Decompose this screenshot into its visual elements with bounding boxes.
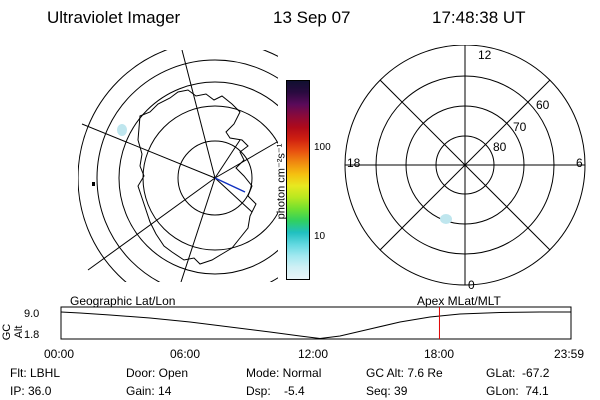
lat-label-70: 70 — [513, 120, 527, 134]
xtick-00: 00:00 — [44, 347, 75, 361]
status-glon: GLon: 74.1 — [486, 384, 549, 398]
observation-date: 13 Sep 07 — [273, 8, 351, 27]
mlt-label-18: 18 — [347, 156, 361, 170]
status-door: Door: Open — [126, 366, 189, 380]
timeline-ytick-high: 9.0 — [24, 308, 40, 320]
mlt-label-6: 6 — [576, 156, 583, 170]
status-gc-alt: GC Alt: 7.6 Re — [366, 366, 443, 380]
mlt-diagonal-2 — [379, 79, 551, 251]
lat-label-60: 60 — [536, 98, 550, 112]
status-ip: IP: 36.0 — [10, 384, 52, 398]
colorbar-tick-100: 100 — [314, 142, 331, 153]
intensity-colorbar — [286, 80, 310, 280]
instrument-title: Ultraviolet Imager — [47, 8, 181, 27]
xtick-2359: 23:59 — [554, 347, 585, 361]
status-seq: Seq: 39 — [366, 384, 408, 398]
timeline-frame — [60, 306, 572, 340]
antarctica-coastline — [137, 89, 257, 265]
latitude-circles — [78, 50, 278, 282]
altitude-timeline — [60, 306, 572, 340]
status-mode: Mode: Normal — [246, 366, 322, 380]
geographic-map-panel — [78, 50, 278, 282]
xtick-18: 18:00 — [424, 347, 455, 361]
colorbar-unit-label: photon cm⁻²s⁻¹ — [275, 143, 288, 220]
aurora-spot-polar — [440, 214, 452, 224]
xtick-12: 12:00 — [298, 347, 329, 361]
timeline-ytick-low: 1.8 — [24, 329, 40, 341]
timeline-left-label: Geographic Lat/Lon — [70, 294, 176, 308]
map-marker — [92, 182, 95, 186]
status-dsp: Dsp: -5.4 — [246, 384, 305, 398]
aurora-spot — [117, 124, 127, 136]
mlt-label-12: 12 — [478, 48, 492, 62]
observation-time: 17:48:38 UT — [432, 8, 526, 27]
timeline-right-label: Apex MLat/MLT — [417, 294, 501, 308]
altitude-curve — [60, 311, 571, 340]
xtick-06: 06:00 — [170, 347, 201, 361]
colorbar-tick-10: 10 — [314, 231, 326, 242]
timeline-y-axis-label: GC Alt — [1, 323, 25, 341]
status-glat: GLat: -67.2 — [486, 366, 550, 380]
status-gain: Gain: 14 — [126, 384, 172, 398]
satellite-track — [214, 177, 246, 193]
magnetic-polar-plot — [344, 45, 586, 286]
mlt-label-0: 0 — [468, 278, 475, 292]
lat-label-80: 80 — [493, 140, 507, 154]
status-filter: Flt: LBHL — [10, 366, 61, 380]
